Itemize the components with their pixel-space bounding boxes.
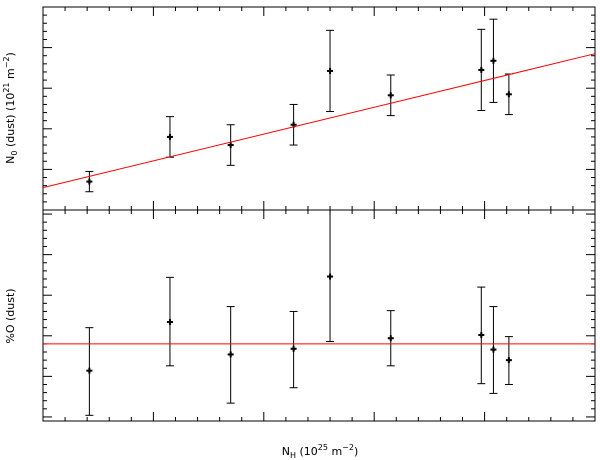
bottom-axis-ticks	[42, 210, 596, 421]
top-data-point	[226, 124, 235, 166]
top-data-point	[477, 28, 486, 112]
top-data-point	[165, 116, 174, 158]
bottom-data-point	[504, 336, 513, 385]
x-axis-label: NH (1025 m−2)	[282, 443, 359, 460]
top-data-point	[504, 73, 513, 116]
bottom-data-point	[289, 310, 298, 389]
bottom-data-point	[165, 276, 174, 367]
bottom-data-point	[85, 327, 94, 416]
bottom-data-point	[489, 306, 498, 394]
bottom-series	[43, 209, 595, 416]
bottom-plot-frame	[42, 209, 596, 422]
top-plot-frame	[42, 6, 596, 211]
top-series	[42, 18, 596, 193]
top-data-point	[289, 103, 298, 146]
top-axis-ticks	[42, 6, 596, 211]
top-panel: N0 (dust) (1021 m−2)	[2, 6, 596, 211]
bottom-data-point	[477, 286, 486, 385]
top-data-point	[386, 74, 395, 117]
top-y-axis-label: N0 (dust) (1021 m−2)	[2, 52, 19, 164]
top-fit-line	[42, 53, 596, 189]
top-data-point	[85, 170, 94, 193]
bottom-y-axis-label: %O (dust)	[4, 288, 17, 343]
bottom-data-point	[226, 306, 235, 404]
bottom-data-point	[326, 209, 335, 342]
top-data-point	[326, 29, 335, 113]
top-data-point	[489, 18, 498, 103]
bottom-data-point	[386, 310, 395, 367]
bottom-panel: %O (dust) NH (1025 m−2)	[4, 209, 596, 460]
